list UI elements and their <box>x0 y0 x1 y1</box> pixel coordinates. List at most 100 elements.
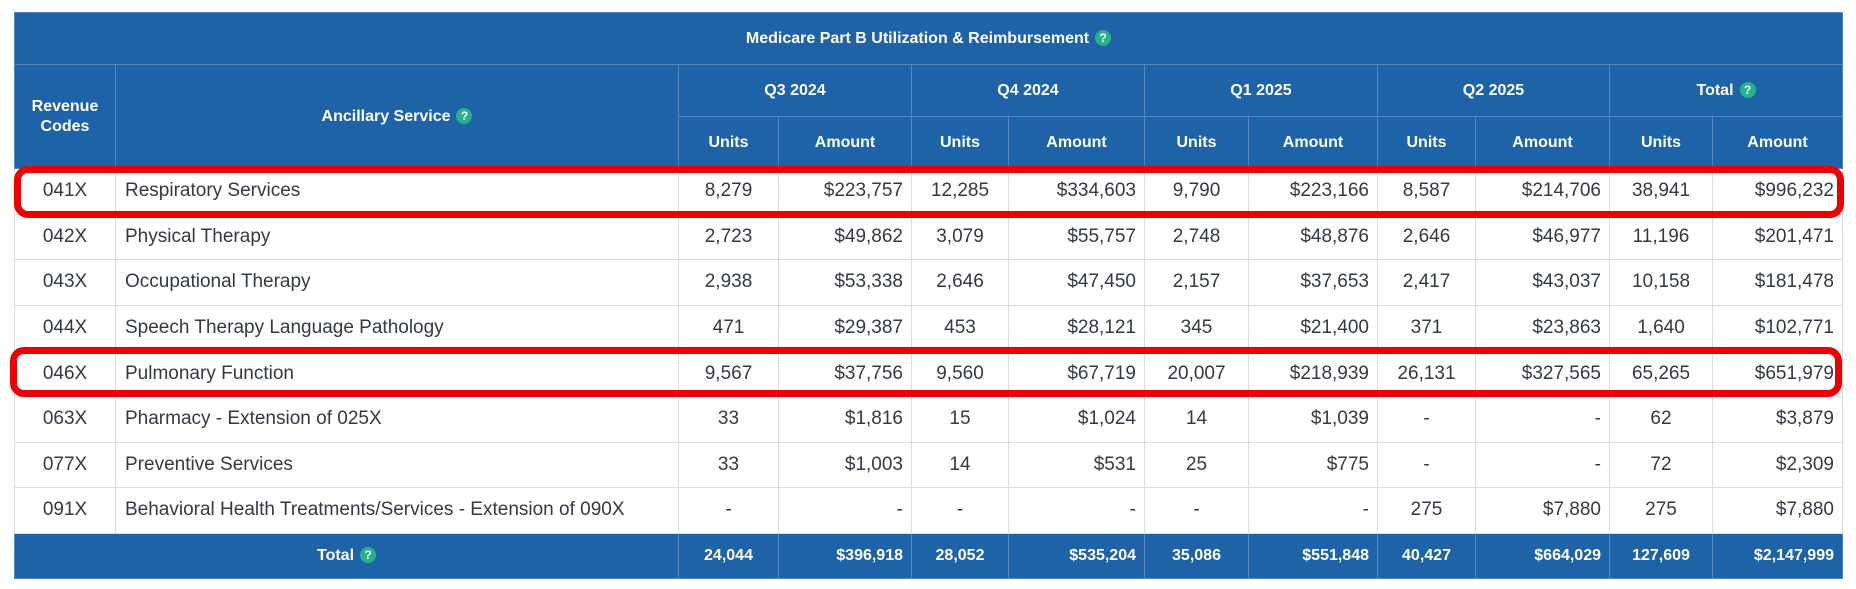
total-cell: $551,848 <box>1248 532 1378 579</box>
amount-cell: $2,309 <box>1712 441 1843 489</box>
table-row: 041X Respiratory Services 8,279 $223,757 12,… <box>14 168 1843 215</box>
amount-cell: $334,603 <box>1008 168 1145 215</box>
units-cell: 2,748 <box>1144 213 1249 261</box>
amount-cell: - <box>1008 487 1145 534</box>
header-units: Units <box>678 116 779 169</box>
units-cell: - <box>1144 487 1249 534</box>
units-cell: 471 <box>678 304 779 352</box>
table-row: 077X Preventive Services 33 $1,003 14 $531 25 $… <box>14 441 1843 489</box>
amount-cell: $21,400 <box>1248 304 1378 352</box>
units-cell: - <box>911 487 1009 534</box>
help-icon[interactable]: ? <box>456 107 473 124</box>
revenue-code-cell: 046X <box>14 350 116 397</box>
amount-cell: $28,121 <box>1008 304 1145 352</box>
total-cell: $664,029 <box>1475 532 1610 579</box>
units-cell: 2,417 <box>1377 259 1476 306</box>
amount-cell: $23,863 <box>1475 304 1610 352</box>
header-amount: Amount <box>1712 116 1843 169</box>
units-cell: 2,723 <box>678 213 779 261</box>
help-icon[interactable]: ? <box>1739 81 1756 98</box>
header-total-label: Total <box>1696 81 1734 99</box>
amount-cell: - <box>1475 441 1610 489</box>
header-amount: Amount <box>1248 116 1378 169</box>
units-cell: 65,265 <box>1609 350 1713 397</box>
units-cell: 371 <box>1377 304 1476 352</box>
report-container: Medicare Part B Utilization & Reimbursem… <box>14 12 1843 579</box>
amount-cell: $214,706 <box>1475 168 1610 215</box>
total-cell: 24,044 <box>678 532 779 579</box>
units-cell: 8,279 <box>678 168 779 215</box>
units-cell: 9,560 <box>911 350 1009 397</box>
header-units: Units <box>1144 116 1249 169</box>
amount-cell: $102,771 <box>1712 304 1843 352</box>
service-name-cell: Occupational Therapy <box>115 259 679 306</box>
table-row: 043X Occupational Therapy 2,938 $53,338 2,64… <box>14 259 1843 306</box>
header-period-total: Total? <box>1609 64 1843 117</box>
revenue-code-cell: 063X <box>14 395 116 443</box>
header-units: Units <box>911 116 1009 169</box>
units-cell: 345 <box>1144 304 1249 352</box>
amount-cell: $218,939 <box>1248 350 1378 397</box>
table-row: 063X Pharmacy - Extension of 025X 33 $1,816… <box>14 395 1843 443</box>
amount-cell: $46,977 <box>1475 213 1610 261</box>
units-cell: 26,131 <box>1377 350 1476 397</box>
units-cell: 9,567 <box>678 350 779 397</box>
table-title-text: Medicare Part B Utilization & Reimbursem… <box>745 29 1090 47</box>
units-cell: - <box>1377 441 1476 489</box>
amount-cell: $1,003 <box>778 441 912 489</box>
service-name-cell: Preventive Services <box>115 441 679 489</box>
service-name-cell: Pulmonary Function <box>115 350 679 397</box>
utilization-table: Medicare Part B Utilization & Reimbursem… <box>14 12 1843 579</box>
service-name-cell: Speech Therapy Language Pathology <box>115 304 679 352</box>
amount-cell: $37,756 <box>778 350 912 397</box>
amount-cell: $531 <box>1008 441 1145 489</box>
revenue-code-cell: 091X <box>14 487 116 534</box>
help-icon[interactable]: ? <box>1095 29 1112 46</box>
units-cell: - <box>1377 395 1476 443</box>
total-cell: 127,609 <box>1609 532 1713 579</box>
table-row: 044X Speech Therapy Language Pathology 471… <box>14 304 1843 352</box>
total-cell: 40,427 <box>1377 532 1476 579</box>
total-row-label: Total? <box>14 532 679 579</box>
header-period: Q4 2024 <box>911 64 1145 117</box>
units-cell: 11,196 <box>1609 213 1713 261</box>
total-cell: $2,147,999 <box>1712 532 1843 579</box>
header-amount: Amount <box>778 116 912 169</box>
header-amount: Amount <box>1475 116 1610 169</box>
table-body: 041X Respiratory Services 8,279 $223,757 12,… <box>14 168 1843 534</box>
table-row: 046X Pulmonary Function 9,567 $37,756 9,560 $… <box>14 350 1843 397</box>
amount-cell: $49,862 <box>778 213 912 261</box>
amount-cell: - <box>1475 395 1610 443</box>
amount-cell: - <box>1248 487 1378 534</box>
units-cell: 2,646 <box>911 259 1009 306</box>
units-cell: 275 <box>1377 487 1476 534</box>
units-cell: 2,157 <box>1144 259 1249 306</box>
total-cell: 28,052 <box>911 532 1009 579</box>
revenue-code-cell: 077X <box>14 441 116 489</box>
amount-cell: $53,338 <box>778 259 912 306</box>
amount-cell: $1,024 <box>1008 395 1145 443</box>
amount-cell: $996,232 <box>1712 168 1843 215</box>
amount-cell: $48,876 <box>1248 213 1378 261</box>
header-units: Units <box>1377 116 1476 169</box>
units-cell: 33 <box>678 395 779 443</box>
units-cell: 72 <box>1609 441 1713 489</box>
units-cell: 14 <box>911 441 1009 489</box>
revenue-code-cell: 042X <box>14 213 116 261</box>
amount-cell: $201,471 <box>1712 213 1843 261</box>
service-name-cell: Behavioral Health Treatments/Services - … <box>115 487 679 534</box>
amount-cell: $327,565 <box>1475 350 1610 397</box>
service-name-cell: Physical Therapy <box>115 213 679 261</box>
amount-cell: $223,166 <box>1248 168 1378 215</box>
amount-cell: $67,719 <box>1008 350 1145 397</box>
amount-cell: $43,037 <box>1475 259 1610 306</box>
header-period: Q2 2025 <box>1377 64 1610 117</box>
amount-cell: $181,478 <box>1712 259 1843 306</box>
table-row: 042X Physical Therapy 2,723 $49,862 3,079 $55… <box>14 213 1843 261</box>
units-cell: 1,640 <box>1609 304 1713 352</box>
units-cell: 12,285 <box>911 168 1009 215</box>
amount-cell: $651,979 <box>1712 350 1843 397</box>
units-cell: 2,646 <box>1377 213 1476 261</box>
help-icon[interactable]: ? <box>360 546 377 563</box>
units-cell: 3,079 <box>911 213 1009 261</box>
